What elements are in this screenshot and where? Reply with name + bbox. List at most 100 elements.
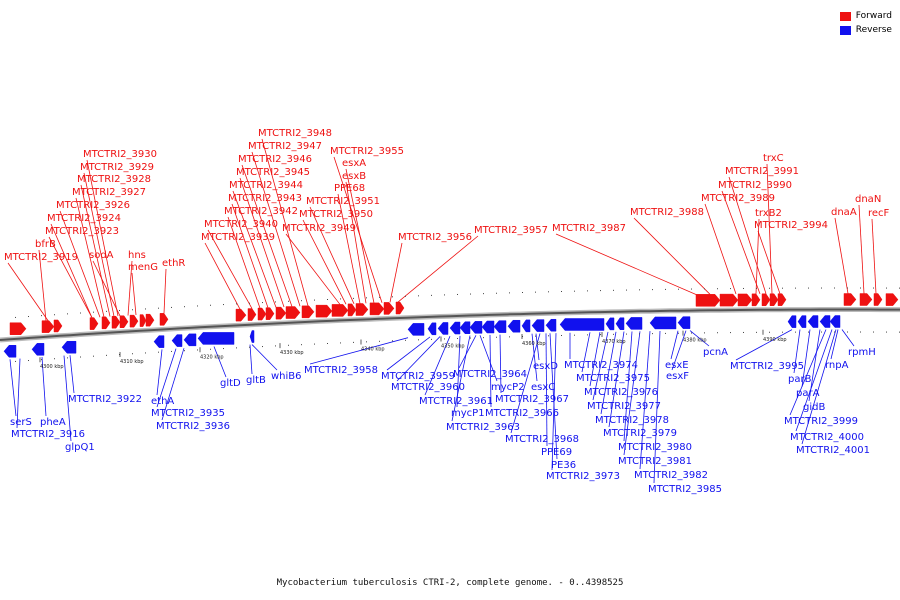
forward-label-leader [766,163,773,294]
reverse-gene-label: MTCTRI2_3964 [453,369,527,380]
guide-dot [834,331,835,333]
guide-dot [626,333,627,335]
guide-dot [93,311,94,313]
forward-gene-label: MTCTRI2_3940 [204,219,278,230]
guide-dot [54,314,55,316]
forward-label-leader [50,223,93,318]
guide-dot [548,335,549,337]
forward-gene-label: MTCTRI2_3927 [72,187,146,198]
guide-dot [639,289,640,291]
guide-dot [457,293,458,295]
guide-dot [808,287,809,289]
scale-tick-label: 4390 kbp [763,337,787,343]
scale-tick-label: 4330 kbp [280,350,304,356]
forward-label-leader [127,260,133,316]
reverse-gene [615,317,625,330]
guide-dot [158,351,159,353]
forward-label-leader [92,260,121,317]
legend-reverse-swatch [839,25,851,35]
guide-dot [379,296,380,298]
reverse-gene-label: MTCTRI2_3976 [584,387,658,398]
guide-dot [353,297,354,299]
guide-dot [444,338,445,340]
forward-label-leader [333,156,383,303]
reverse-gene-label: esxE [665,360,689,371]
scale-tick-label: 4360 kbp [522,341,546,347]
reverse-label-leader [424,336,451,396]
reverse-gene [605,317,615,331]
guide-dot [769,331,770,333]
reverse-gene [61,340,77,354]
reverse-gene-label: MTCTRI2_3959 [381,371,455,382]
guide-dot [41,359,42,361]
guide-dot [886,331,887,333]
guide-dot [340,342,341,344]
reverse-gene [449,321,461,335]
guide-dot [262,302,263,304]
scale-tick-label: 4300 kbp [40,364,64,370]
scale-tick-label: 4350 kbp [441,344,465,350]
guide-dot [522,335,523,337]
guide-dot [15,360,16,362]
reverse-label-leader [69,355,75,394]
forward-gene-label: MTCTRI2_3956 [398,232,472,243]
forward-gene-label: MTCTRI2_3944 [229,180,303,191]
guide-dot [184,350,185,352]
forward-gene-label: MTCTRI2_3957 [474,225,548,236]
guide-dot [67,313,68,315]
guide-dot [509,292,510,294]
forward-label-leader [59,210,101,318]
reverse-gene-label: esxD [533,361,558,372]
guide-dot [600,334,601,336]
scale-tick-label: 4370 kbp [602,339,626,345]
reverse-gene-label: gltB [246,375,266,386]
reverse-label-leader [623,331,641,456]
guide-dot [587,290,588,292]
reverse-label-leader [830,329,839,360]
forward-gene-label: MTCTRI2_3949 [282,223,356,234]
genome-caption: Mycobacterium tuberculosis CTRI-2, compl… [276,578,624,588]
guide-dot [392,340,393,342]
forward-gene-label: sodA [89,250,114,261]
forward-gene-label: MTCTRI2_3948 [258,128,332,139]
guide-dot [132,353,133,355]
guide-dot [418,295,419,297]
reverse-gene [31,343,45,356]
forward-label-leader [163,268,167,314]
reverse-label-leader [551,333,557,471]
forward-gene [395,301,405,315]
reverse-label-leader [592,331,609,401]
reverse-gene [507,319,521,333]
reverse-label-leader [581,332,591,373]
guide-dot [366,297,367,299]
reverse-label-leader [249,344,253,375]
reverse-gene-label: MTCTRI2_3999 [784,416,858,427]
reverse-gene [153,335,165,348]
guide-dot [886,287,887,289]
reverse-label-leader [510,333,541,434]
reverse-gene-label: MTCTRI2_3981 [618,456,692,467]
reverse-label-leader [16,358,21,429]
guide-dot [314,343,315,345]
forward-label-leader [397,235,479,303]
forward-gene-label: MTCTRI2_3988 [630,207,704,218]
guide-dot [483,337,484,339]
guide-dot [15,316,16,318]
guide-dot [704,288,705,290]
guide-dot [171,306,172,308]
guide-dot [470,337,471,339]
guide-dot [171,350,172,352]
reverse-gene-label: MTCTRI2_4000 [790,432,864,443]
guide-dot [860,331,861,333]
guide-dot [652,289,653,291]
forward-gene [111,315,121,329]
forward-label-leader [555,233,697,295]
legend: Forward Reverse [839,9,892,37]
guide-dot [236,303,237,305]
forward-label-leader [309,206,355,305]
forward-gene [885,293,899,306]
forward-gene-label: esxB [342,171,366,182]
reverse-label-leader [549,333,558,460]
guide-dot [275,345,276,347]
